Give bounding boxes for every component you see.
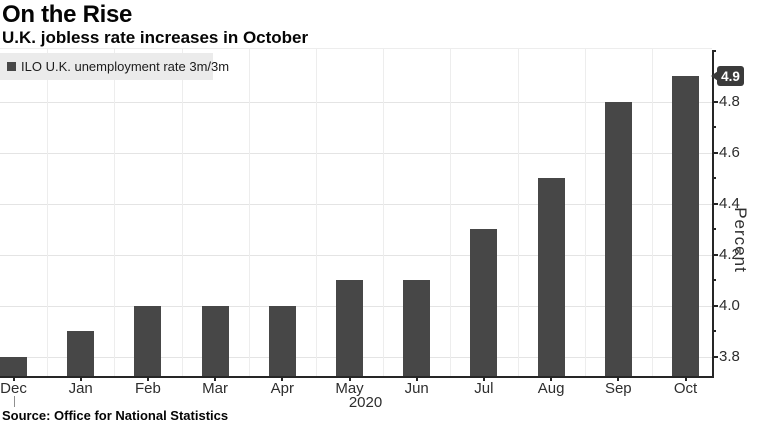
- y-axis-label: 4.4: [719, 194, 740, 212]
- chart-title: On the Rise: [2, 1, 133, 28]
- last-value-badge-arrow-icon: [711, 71, 718, 82]
- x-axis-tick: [12, 377, 15, 381]
- gridline-vertical: [651, 48, 653, 377]
- x-axis-label-apr: Apr: [270, 380, 294, 397]
- legend: ILO U.K. unemployment rate 3m/3m: [0, 53, 229, 80]
- y-axis-label: 4.2: [719, 245, 740, 263]
- gridline-horizontal: [0, 203, 712, 205]
- y-axis-label: 4.0: [719, 296, 740, 314]
- gridline-vertical: [383, 48, 385, 377]
- gridline-horizontal: [0, 152, 712, 154]
- x-axis-tick: [684, 377, 687, 381]
- x-axis-label-sep: Sep: [604, 380, 632, 397]
- x-axis-tick: [146, 377, 149, 381]
- y-axis-tick: [712, 151, 718, 154]
- x-axis-line: [0, 376, 714, 378]
- x-axis-tick: [214, 377, 217, 381]
- bar-jul: [470, 229, 498, 377]
- x-axis-tick: [550, 377, 553, 381]
- x-axis-label-may: May: [335, 380, 364, 397]
- gridline-vertical: [315, 48, 317, 377]
- bar-sep: [604, 101, 632, 377]
- x-axis-label-jan: Jan: [68, 380, 93, 397]
- last-value-badge: 4.9: [717, 66, 744, 87]
- bar-jun: [403, 280, 431, 377]
- y-axis-label: 4.6: [719, 143, 740, 161]
- x-axis-tick: [281, 377, 284, 381]
- gridline-vertical: [114, 48, 116, 377]
- y-axis-tick: [712, 177, 716, 180]
- x-axis-tick: [482, 377, 485, 381]
- legend-swatch-icon: [7, 62, 16, 71]
- gridline-vertical: [517, 48, 519, 377]
- chart-subtitle: U.K. jobless rate increases in October: [2, 28, 309, 47]
- y-axis-tick: [712, 330, 716, 333]
- gridline-vertical: [181, 48, 183, 377]
- bar-mar: [201, 305, 229, 377]
- x-axis-label-aug: Aug: [537, 380, 565, 397]
- y-axis-tick: [712, 253, 718, 256]
- gridline-vertical: [450, 48, 452, 377]
- y-axis-line: [712, 50, 714, 378]
- y-axis-tick: [712, 49, 716, 52]
- year-boundary-tick: [13, 396, 15, 407]
- y-axis-tick: [712, 355, 718, 358]
- gridline-vertical: [248, 48, 250, 377]
- y-axis-label: 4.8: [719, 92, 740, 110]
- y-axis-tick: [712, 202, 718, 205]
- y-axis-tick: [712, 100, 718, 103]
- y-axis-label: 3.8: [719, 347, 740, 365]
- plot-top-border: [0, 48, 712, 49]
- y-axis-title: Percent: [731, 207, 750, 273]
- bar-apr: [268, 305, 296, 377]
- legend-label: ILO U.K. unemployment rate 3m/3m: [21, 59, 230, 74]
- x-axis-label-oct: Oct: [673, 380, 698, 397]
- bar-feb: [134, 305, 162, 377]
- x-axis-tick: [348, 377, 351, 381]
- x-axis-label-jun: Jun: [404, 380, 429, 397]
- x-axis-label-feb: Feb: [134, 380, 161, 397]
- y-axis-tick: [712, 126, 716, 129]
- x-axis-year-label: 2020: [348, 394, 383, 411]
- x-axis-label-jul: Jul: [474, 380, 494, 397]
- x-axis-tick: [415, 377, 418, 381]
- gridline-vertical: [584, 48, 586, 377]
- y-axis-tick: [712, 304, 718, 307]
- x-axis-label-mar: Mar: [202, 380, 229, 397]
- gridline-horizontal: [0, 254, 712, 256]
- gridline-horizontal: [0, 101, 712, 103]
- bar-oct: [672, 76, 699, 377]
- bar-aug: [537, 178, 565, 377]
- x-axis-tick: [617, 377, 620, 381]
- bar-dec: [0, 356, 27, 377]
- bar-may: [336, 280, 363, 377]
- bar-jan: [67, 331, 95, 377]
- gridline-vertical: [47, 48, 49, 377]
- x-axis-tick: [79, 377, 82, 381]
- y-axis-tick: [712, 228, 716, 231]
- x-axis-label-dec: Dec: [0, 380, 27, 397]
- source-attribution: Source: Office for National Statistics: [2, 408, 229, 423]
- y-axis-tick: [712, 279, 716, 282]
